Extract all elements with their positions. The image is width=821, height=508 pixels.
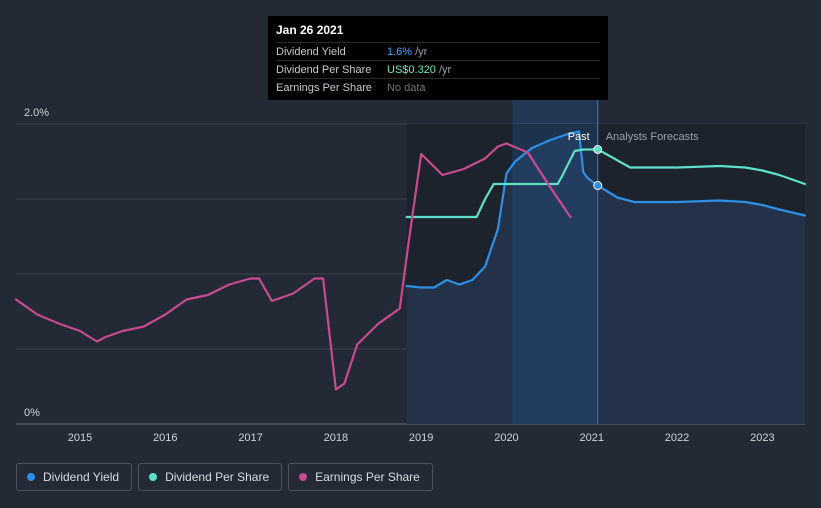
- legend-item-dividend-per-share[interactable]: Dividend Per Share: [138, 463, 283, 491]
- highlight-marker: [593, 181, 603, 190]
- series-lines: [14, 130, 807, 391]
- series-line: [405, 148, 807, 219]
- x-tick-label: 2017: [238, 432, 262, 444]
- x-tick-label: 2015: [68, 432, 92, 444]
- tooltip-date: Jan 26 2021: [276, 23, 344, 37]
- tooltip-label: Dividend Yield: [276, 45, 346, 58]
- tooltip-row-dividend-per-share: Dividend Per Share US$0.320 /yr: [276, 60, 600, 78]
- legend-dot-icon: [299, 473, 308, 481]
- tooltip-label: Dividend Per Share: [276, 63, 372, 76]
- dividend-yield-area: [406, 131, 805, 424]
- x-tick-label: 2016: [153, 432, 177, 444]
- tooltip: Jan 26 2021 Dividend Yield 1.6% /yr Divi…: [268, 16, 608, 100]
- tooltip-unit: /yr: [415, 45, 428, 58]
- tooltip-value: No data: [387, 81, 426, 94]
- past-label: Past: [568, 131, 590, 143]
- legend: Dividend Yield Dividend Per Share Earnin…: [16, 463, 433, 491]
- highlight-markers: [593, 145, 603, 190]
- legend-label: Dividend Yield: [43, 470, 120, 484]
- legend-dot-icon: [149, 473, 158, 481]
- x-tick-label: 2021: [580, 432, 604, 444]
- x-tick-label: 2019: [409, 432, 433, 444]
- legend-dot-icon: [27, 473, 35, 481]
- legend-item-earnings-per-share[interactable]: Earnings Per Share: [288, 463, 433, 491]
- legend-label: Dividend Per Share: [165, 470, 270, 484]
- tooltip-unit: /yr: [438, 63, 452, 76]
- x-tick-label: 2023: [750, 432, 774, 444]
- axis-labels: 2.0% 0% 2015 2016 2017 2018 2019 2020 2021 2022 20…: [24, 107, 775, 444]
- tooltip-label: Earnings Per Share: [276, 81, 372, 94]
- legend-item-dividend-yield[interactable]: Dividend Yield: [16, 463, 133, 491]
- tooltip-row-dividend-yield: Dividend Yield 1.6% /yr: [276, 42, 600, 60]
- legend-label: Earnings Per Share: [315, 470, 420, 484]
- tooltip-value: 1.6%: [387, 45, 413, 58]
- tooltip-row-earnings-per-share: Earnings Per Share No data: [276, 78, 600, 96]
- shaded-areas: [406, 94, 805, 424]
- forecast-label: Analysts Forecasts: [606, 131, 699, 143]
- x-tick-label: 2020: [494, 432, 518, 444]
- x-tick-label: 2018: [324, 432, 348, 444]
- series-line: [405, 130, 807, 289]
- highlight-marker: [593, 145, 603, 154]
- y-tick-label: 2.0%: [24, 107, 49, 119]
- x-tick-label: 2022: [665, 432, 689, 444]
- y-tick-label: 0%: [24, 407, 40, 419]
- tooltip-value: US$0.320: [387, 63, 436, 76]
- series-line: [14, 142, 572, 391]
- past-highlight-band: [512, 94, 598, 424]
